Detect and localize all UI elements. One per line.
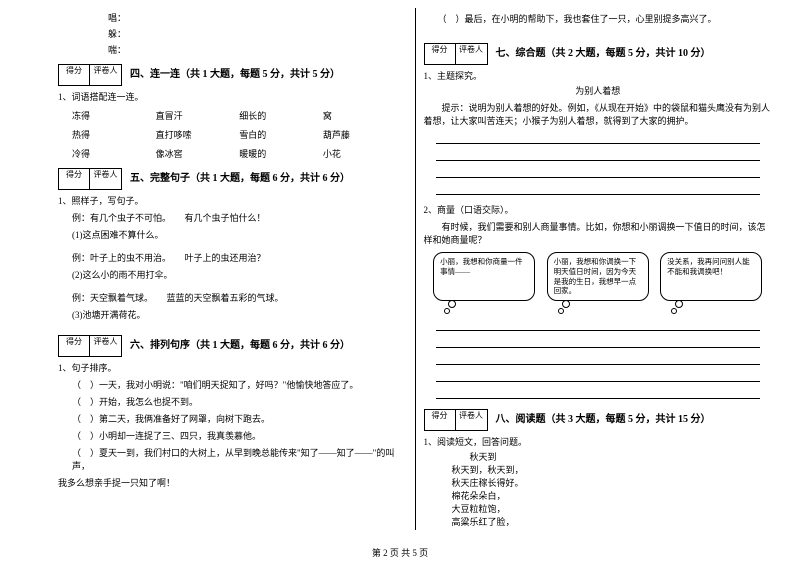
s7-q2: 2、商量（口语交际）。 bbox=[424, 203, 773, 216]
bubble-2: 小丽，我想和你调换一下明天值日时间，因为今天是我的生日，我想早一点回家。 bbox=[547, 252, 649, 301]
s5-l3: (2)这么小的雨不用打伞。 bbox=[58, 268, 407, 281]
s5-l5: (3)池塘开满荷花。 bbox=[58, 308, 407, 321]
s4-row-0: 冻得 直冒汗 细长的 窝 bbox=[72, 109, 407, 122]
char-duo: 躲： bbox=[108, 27, 407, 40]
s6-l5: 我多么想亲手捉一只知了啊！ bbox=[58, 476, 407, 489]
bubble-3: 没关系，我再问问别人能不能和我调换吧！ bbox=[660, 252, 762, 301]
section-7-header: 得分 评卷人 七、综合题（共 2 大题，每题 5 分，共计 10 分） bbox=[424, 43, 773, 65]
s5-l4: 例：天空飘着气球。 蓝蓝的天空飘着五彩的气球。 bbox=[58, 291, 407, 304]
grader-label: 评卷人 bbox=[456, 43, 488, 65]
poem-3: 棉花朵朵白， bbox=[424, 489, 773, 502]
blank-line bbox=[436, 149, 761, 161]
w: 冷得 bbox=[72, 147, 156, 160]
w: 冻得 bbox=[72, 109, 156, 122]
blank-line bbox=[436, 319, 761, 331]
s6-l4: （ ）夏天一到，我们村口的大树上，从早到晚总能传来"知了——知了——"的叫声， bbox=[58, 446, 407, 472]
w: 葫芦藤 bbox=[323, 128, 407, 141]
s6-q: 1、句子排序。 bbox=[58, 361, 407, 374]
grader-label: 评卷人 bbox=[90, 168, 122, 190]
char-chang: 唱： bbox=[108, 11, 407, 24]
w: 直打哆嗦 bbox=[156, 128, 240, 141]
s7-q1-body: 提示：说明为别人着想的好处。例如，《从现在开始》中的袋鼠和猫头鹰没有为别人着想，… bbox=[424, 101, 773, 127]
left-column: 唱： 躲： 喘： 得分 评卷人 四、连一连（共 1 大题，每题 5 分，共计 5… bbox=[50, 8, 416, 530]
w: 暖暖的 bbox=[239, 147, 323, 160]
s8-q: 1、阅读短文，回答问题。 bbox=[424, 435, 773, 448]
w: 窝 bbox=[323, 109, 407, 122]
s6-l1: （ ）开始，我怎么也捉不到。 bbox=[58, 395, 407, 408]
s7-q2-body: 有时候，我们需要和别人商量事情。比如，你想和小丽调换一下值日的时间，该怎样和她商… bbox=[424, 220, 773, 246]
blank-line bbox=[436, 166, 761, 178]
section-6-header: 得分 评卷人 六、排列句序（共 1 大题，每题 6 分，共计 6 分） bbox=[58, 335, 407, 357]
page-container: 唱： 躲： 喘： 得分 评卷人 四、连一连（共 1 大题，每题 5 分，共计 5… bbox=[0, 0, 800, 530]
s5-q: 1、照样子，写句子。 bbox=[58, 194, 407, 207]
s6-l2: （ ）第二天，我俩准备好了网罩，向树下跑去。 bbox=[58, 412, 407, 425]
poem-1: 秋天到，秋天到， bbox=[424, 463, 773, 476]
w: 直冒汗 bbox=[156, 109, 240, 122]
score-label: 得分 bbox=[58, 168, 90, 190]
s5-l2: 例：叶子上的虫不用治。 叶子上的虫还用治？ bbox=[58, 251, 407, 264]
poem-0: 秋天到 bbox=[424, 450, 773, 463]
section-5-title: 五、完整句子（共 1 大题，每题 6 分，共计 6 分） bbox=[130, 168, 350, 190]
section-4-header: 得分 评卷人 四、连一连（共 1 大题，每题 5 分，共计 5 分） bbox=[58, 64, 407, 86]
w: 小花 bbox=[323, 147, 407, 160]
poem-2: 秋天庄稼长得好。 bbox=[424, 476, 773, 489]
blank-line bbox=[436, 353, 761, 365]
right-top: （ ）最后，在小明的帮助下，我也套住了一只，心里别提多高兴了。 bbox=[424, 12, 773, 25]
s6-l0: （ ）一天，我对小明说："咱们明天捉知了，好吗？"他愉快地答应了。 bbox=[58, 378, 407, 391]
bubble-row: 小丽，我想和你商量一件事情—— 小丽，我想和你调换一下明天值日时间，因为今天是我… bbox=[428, 252, 769, 301]
blank-line bbox=[436, 183, 761, 195]
grader-label: 评卷人 bbox=[90, 335, 122, 357]
grader-label: 评卷人 bbox=[90, 64, 122, 86]
s4-row-1: 热得 直打哆嗦 雪白的 葫芦藤 bbox=[72, 128, 407, 141]
s4-row-2: 冷得 像冰窖 暖暖的 小花 bbox=[72, 147, 407, 160]
score-label: 得分 bbox=[424, 409, 456, 431]
blank-line bbox=[436, 387, 761, 399]
poem-4: 大豆粒粒饱， bbox=[424, 502, 773, 515]
section-8-header: 得分 评卷人 八、阅读题（共 3 大题，每题 5 分，共计 15 分） bbox=[424, 409, 773, 431]
section-7-title: 七、综合题（共 2 大题，每题 5 分，共计 10 分） bbox=[496, 43, 711, 65]
blank-line bbox=[436, 370, 761, 382]
score-label: 得分 bbox=[58, 64, 90, 86]
s7-q1-title: 为别人着想 bbox=[424, 84, 773, 97]
w: 细长的 bbox=[239, 109, 323, 122]
blank-line bbox=[436, 336, 761, 348]
grader-label: 评卷人 bbox=[456, 409, 488, 431]
s5-l0: 例：有几个虫子不可怕。 有几个虫子怕什么！ bbox=[58, 211, 407, 224]
s5-l1: (1)这点困难不算什么。 bbox=[58, 228, 407, 241]
w: 热得 bbox=[72, 128, 156, 141]
s7-q1: 1、主题探究。 bbox=[424, 69, 773, 82]
w: 像冰窖 bbox=[156, 147, 240, 160]
w: 雪白的 bbox=[239, 128, 323, 141]
section-4-title: 四、连一连（共 1 大题，每题 5 分，共计 5 分） bbox=[130, 64, 340, 86]
s6-l3: （ ）小明却一连捉了三、四只，我真羡慕他。 bbox=[58, 429, 407, 442]
section-6-title: 六、排列句序（共 1 大题，每题 6 分，共计 6 分） bbox=[130, 335, 350, 357]
score-label: 得分 bbox=[58, 335, 90, 357]
bubble-1: 小丽，我想和你商量一件事情—— bbox=[433, 252, 535, 301]
right-column: （ ）最后，在小明的帮助下，我也套住了一只，心里别提多高兴了。 得分 评卷人 七… bbox=[416, 8, 781, 530]
page-footer: 第 2 页 共 5 页 bbox=[0, 546, 800, 559]
char-chuan: 喘： bbox=[108, 43, 407, 56]
section-5-header: 得分 评卷人 五、完整句子（共 1 大题，每题 6 分，共计 6 分） bbox=[58, 168, 407, 190]
score-label: 得分 bbox=[424, 43, 456, 65]
s4-q: 1、词语搭配连一连。 bbox=[58, 90, 407, 103]
section-8-title: 八、阅读题（共 3 大题，每题 5 分，共计 15 分） bbox=[496, 409, 711, 431]
poem-5: 高粱乐红了脸， bbox=[424, 515, 773, 528]
blank-line bbox=[436, 132, 761, 144]
